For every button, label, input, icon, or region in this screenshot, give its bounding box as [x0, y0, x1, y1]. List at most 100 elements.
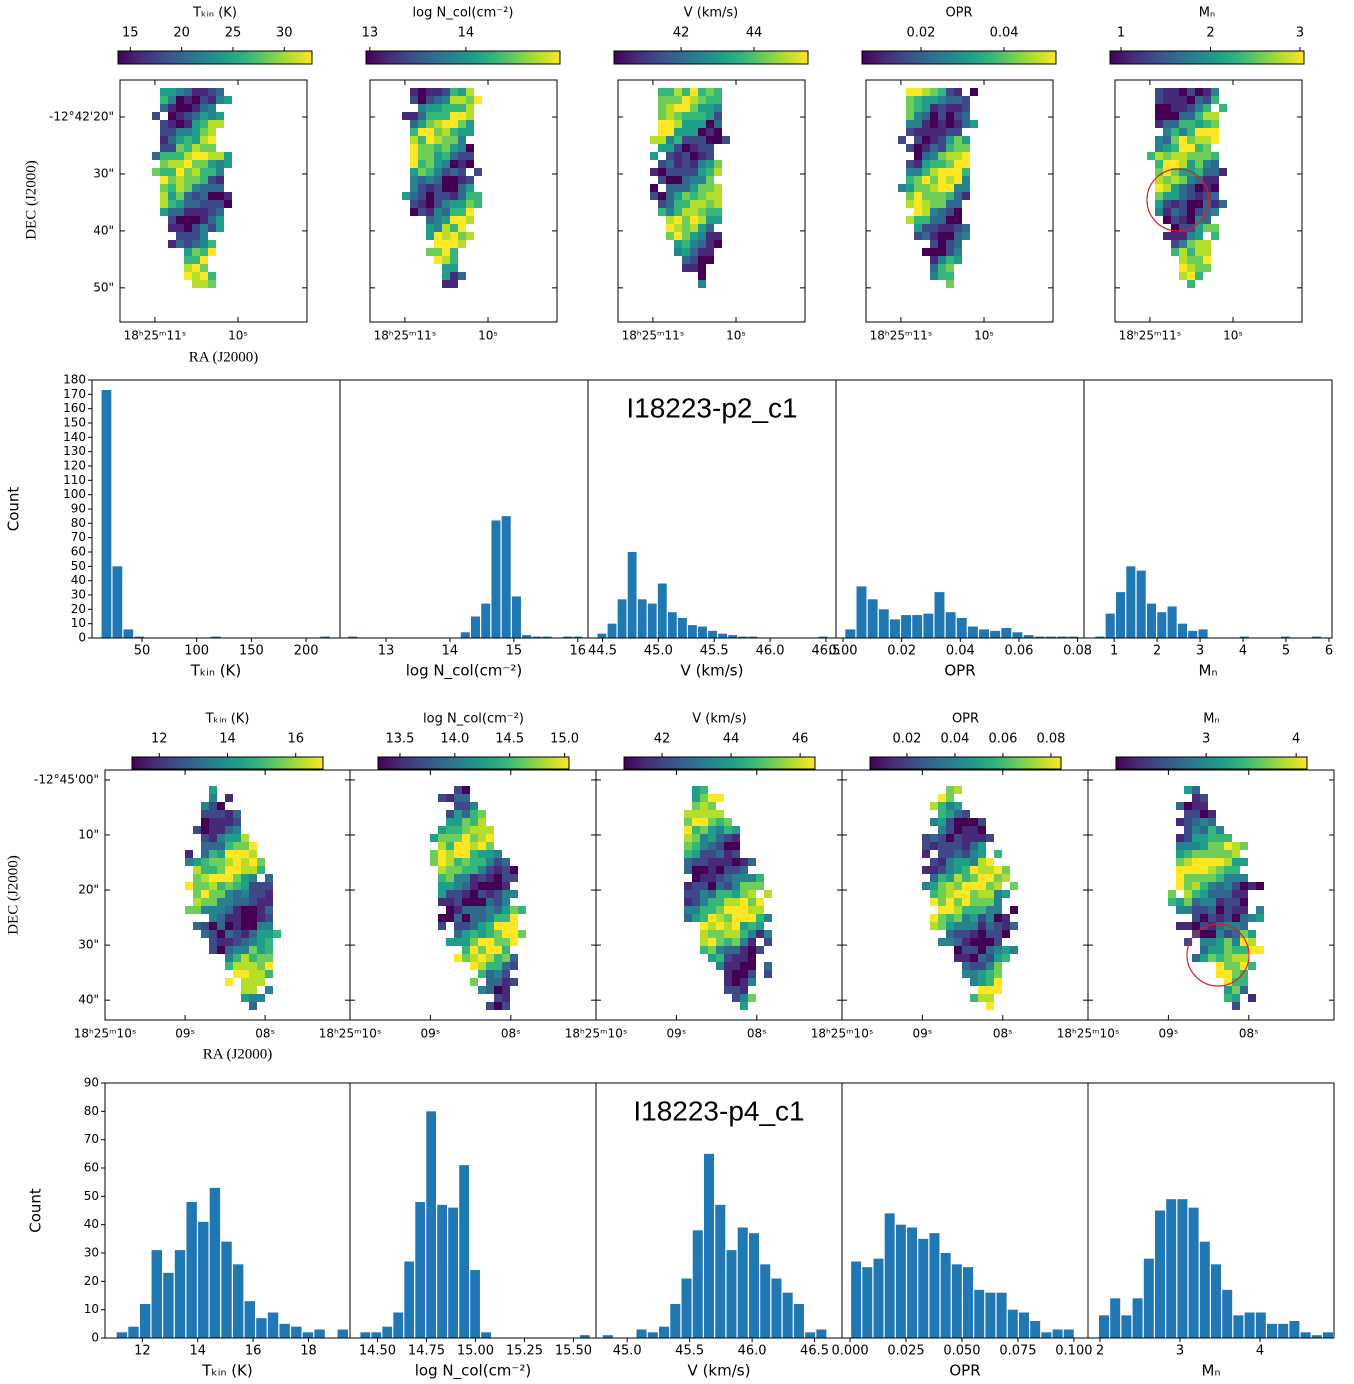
map-pixel [450, 176, 458, 184]
map-pixel [233, 954, 241, 962]
map-pixel [930, 264, 938, 272]
map-pixel [756, 914, 764, 922]
map-pixel [450, 232, 458, 240]
map-pixel [922, 136, 930, 144]
map-pixel [962, 152, 970, 160]
map-pixel [1248, 962, 1256, 970]
map-pixel [1200, 914, 1208, 922]
map-pixel [502, 922, 510, 930]
map-pixel [185, 906, 193, 914]
y-tick-label: 50" [93, 280, 114, 294]
map-pixel [986, 866, 994, 874]
map-pixel [1240, 954, 1248, 962]
map-pixel [1155, 152, 1163, 160]
map-pixel [209, 890, 217, 898]
map-pixel [1184, 898, 1192, 906]
map-pixel [462, 882, 470, 890]
map-pixel [1195, 224, 1203, 232]
map-pixel [249, 938, 257, 946]
map-pixel [1002, 922, 1010, 930]
chart-title: I18223-p4_c1 [633, 1095, 804, 1126]
map-pixel [914, 136, 922, 144]
map-pixel [930, 882, 938, 890]
map-pixel [192, 192, 200, 200]
map-pixel [184, 264, 192, 272]
x-tick-label: 0.050 [943, 1344, 980, 1359]
map-pixel [446, 810, 454, 818]
map-pixel [192, 112, 200, 120]
map-pixel [249, 954, 257, 962]
map-pixel [906, 168, 914, 176]
map-pixel [486, 1002, 494, 1010]
map-pixel [1163, 144, 1171, 152]
map-pixel [200, 200, 208, 208]
map-pixel [1240, 970, 1248, 978]
map-pixel [462, 794, 470, 802]
map-pixel [674, 120, 682, 128]
map-pixel [748, 930, 756, 938]
map-pixel [740, 938, 748, 946]
map-pixel [740, 882, 748, 890]
map-pixel [478, 842, 486, 850]
map-pixel [1171, 128, 1179, 136]
map-pixel [930, 858, 938, 866]
map-pixel [1216, 826, 1224, 834]
map-pixel [962, 834, 970, 842]
map-pixel [209, 930, 217, 938]
map-pixel [700, 914, 708, 922]
map-pixel [954, 240, 962, 248]
map-pixel [192, 152, 200, 160]
bar [459, 1165, 469, 1338]
map-pixel [434, 112, 442, 120]
map-pixel [1200, 946, 1208, 954]
map-pixel [208, 88, 216, 96]
map-pixel [233, 962, 241, 970]
map-pixel [716, 858, 724, 866]
map-pixel [1208, 834, 1216, 842]
map-pixel [1195, 96, 1203, 104]
map-pixel [208, 160, 216, 168]
map-pixel [160, 136, 168, 144]
map-pixel [962, 858, 970, 866]
colorbar-tick-label: 15.0 [550, 732, 579, 747]
map-pixel [1256, 946, 1264, 954]
map-pixel [200, 176, 208, 184]
map-pixel [946, 922, 954, 930]
map-pixel [446, 898, 454, 906]
map-pixel [954, 160, 962, 168]
map-pixel [690, 120, 698, 128]
map-pixel [756, 946, 764, 954]
map-pixel [970, 970, 978, 978]
map-pixel [962, 970, 970, 978]
map-pixel [1187, 104, 1195, 112]
x-tick-label: 0.08 [1063, 644, 1092, 659]
map-pixel [470, 890, 478, 898]
map-pixel [224, 192, 232, 200]
bar [1177, 623, 1187, 638]
y-tick-label: 70 [84, 1132, 99, 1146]
colorbar [613, 50, 809, 65]
bar [945, 612, 956, 638]
map-pixel [1187, 136, 1195, 144]
map-pixel [1179, 168, 1187, 176]
map-pixel [682, 168, 690, 176]
map-pixel [502, 978, 510, 986]
bar [1057, 636, 1067, 638]
bar [360, 1332, 371, 1338]
map-pixel [1232, 914, 1240, 922]
map-pixel [954, 248, 962, 256]
map-pixel [954, 208, 962, 216]
map-pixel [914, 96, 922, 104]
map-pixel [494, 906, 502, 914]
map-pixel [418, 208, 426, 216]
bar [101, 390, 112, 638]
map-pixel [1184, 786, 1192, 794]
bar [302, 1332, 314, 1338]
map-pixel [442, 192, 450, 200]
map-pixel [410, 88, 418, 96]
map-pixel [410, 208, 418, 216]
map-pixel [466, 200, 474, 208]
map-pixel [986, 1002, 994, 1010]
x-tick-label: 14 [442, 644, 459, 659]
map-pixel [1195, 216, 1203, 224]
